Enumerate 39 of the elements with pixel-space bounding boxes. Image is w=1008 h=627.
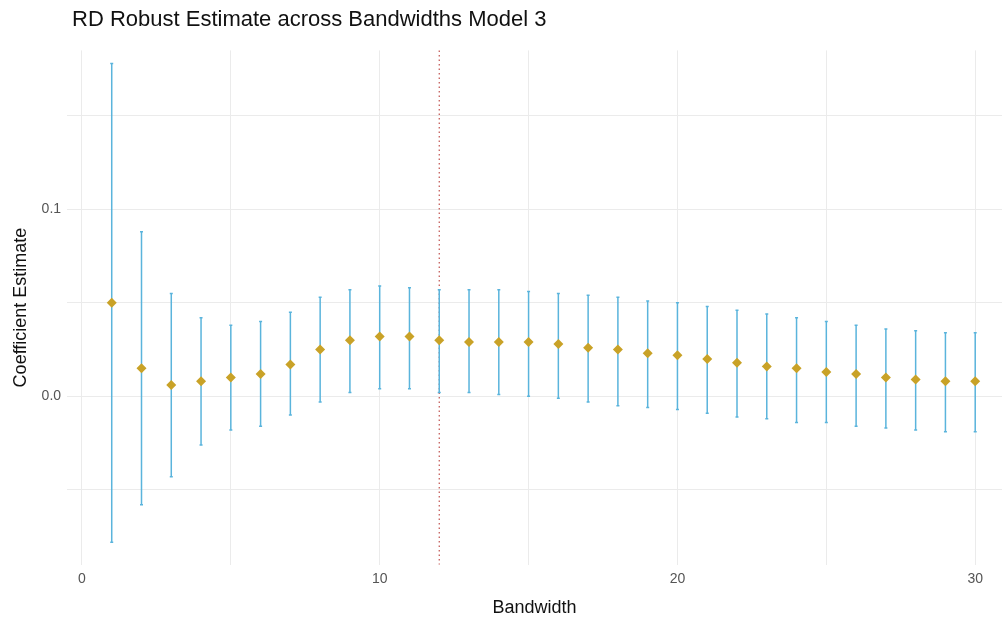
point bbox=[225, 372, 236, 383]
point bbox=[166, 380, 177, 391]
point bbox=[791, 363, 802, 374]
chart-title: RD Robust Estimate across Bandwidths Model 3 bbox=[72, 6, 547, 32]
point bbox=[851, 368, 862, 379]
point bbox=[315, 344, 326, 355]
x-axis-title: Bandwidth bbox=[492, 597, 577, 618]
x-tick-label: 30 bbox=[967, 569, 984, 586]
point bbox=[344, 335, 355, 346]
point bbox=[732, 357, 742, 368]
point bbox=[672, 350, 683, 361]
point bbox=[493, 337, 504, 348]
x-tick-label: 0 bbox=[78, 569, 87, 586]
point bbox=[940, 376, 951, 387]
point bbox=[761, 361, 772, 372]
y-tick-label: 0.1 bbox=[41, 200, 62, 217]
point bbox=[196, 376, 207, 387]
point bbox=[583, 342, 594, 353]
point bbox=[434, 335, 445, 346]
point bbox=[523, 337, 534, 348]
point bbox=[642, 348, 653, 359]
point bbox=[910, 374, 921, 385]
point bbox=[255, 368, 266, 379]
point bbox=[553, 338, 564, 349]
x-tick-label: 10 bbox=[371, 569, 388, 586]
point bbox=[970, 376, 981, 387]
point bbox=[374, 331, 385, 342]
y-axis-title: Coefficient Estimate bbox=[9, 227, 30, 388]
point bbox=[464, 337, 475, 348]
y-tick-label: 0.0 bbox=[41, 387, 62, 404]
point bbox=[106, 297, 117, 308]
point bbox=[821, 367, 832, 378]
point bbox=[612, 344, 623, 355]
point bbox=[404, 331, 415, 342]
point bbox=[285, 359, 296, 370]
point bbox=[136, 363, 147, 374]
x-tick-label: 20 bbox=[669, 569, 686, 586]
point bbox=[880, 372, 891, 383]
point bbox=[702, 353, 713, 364]
